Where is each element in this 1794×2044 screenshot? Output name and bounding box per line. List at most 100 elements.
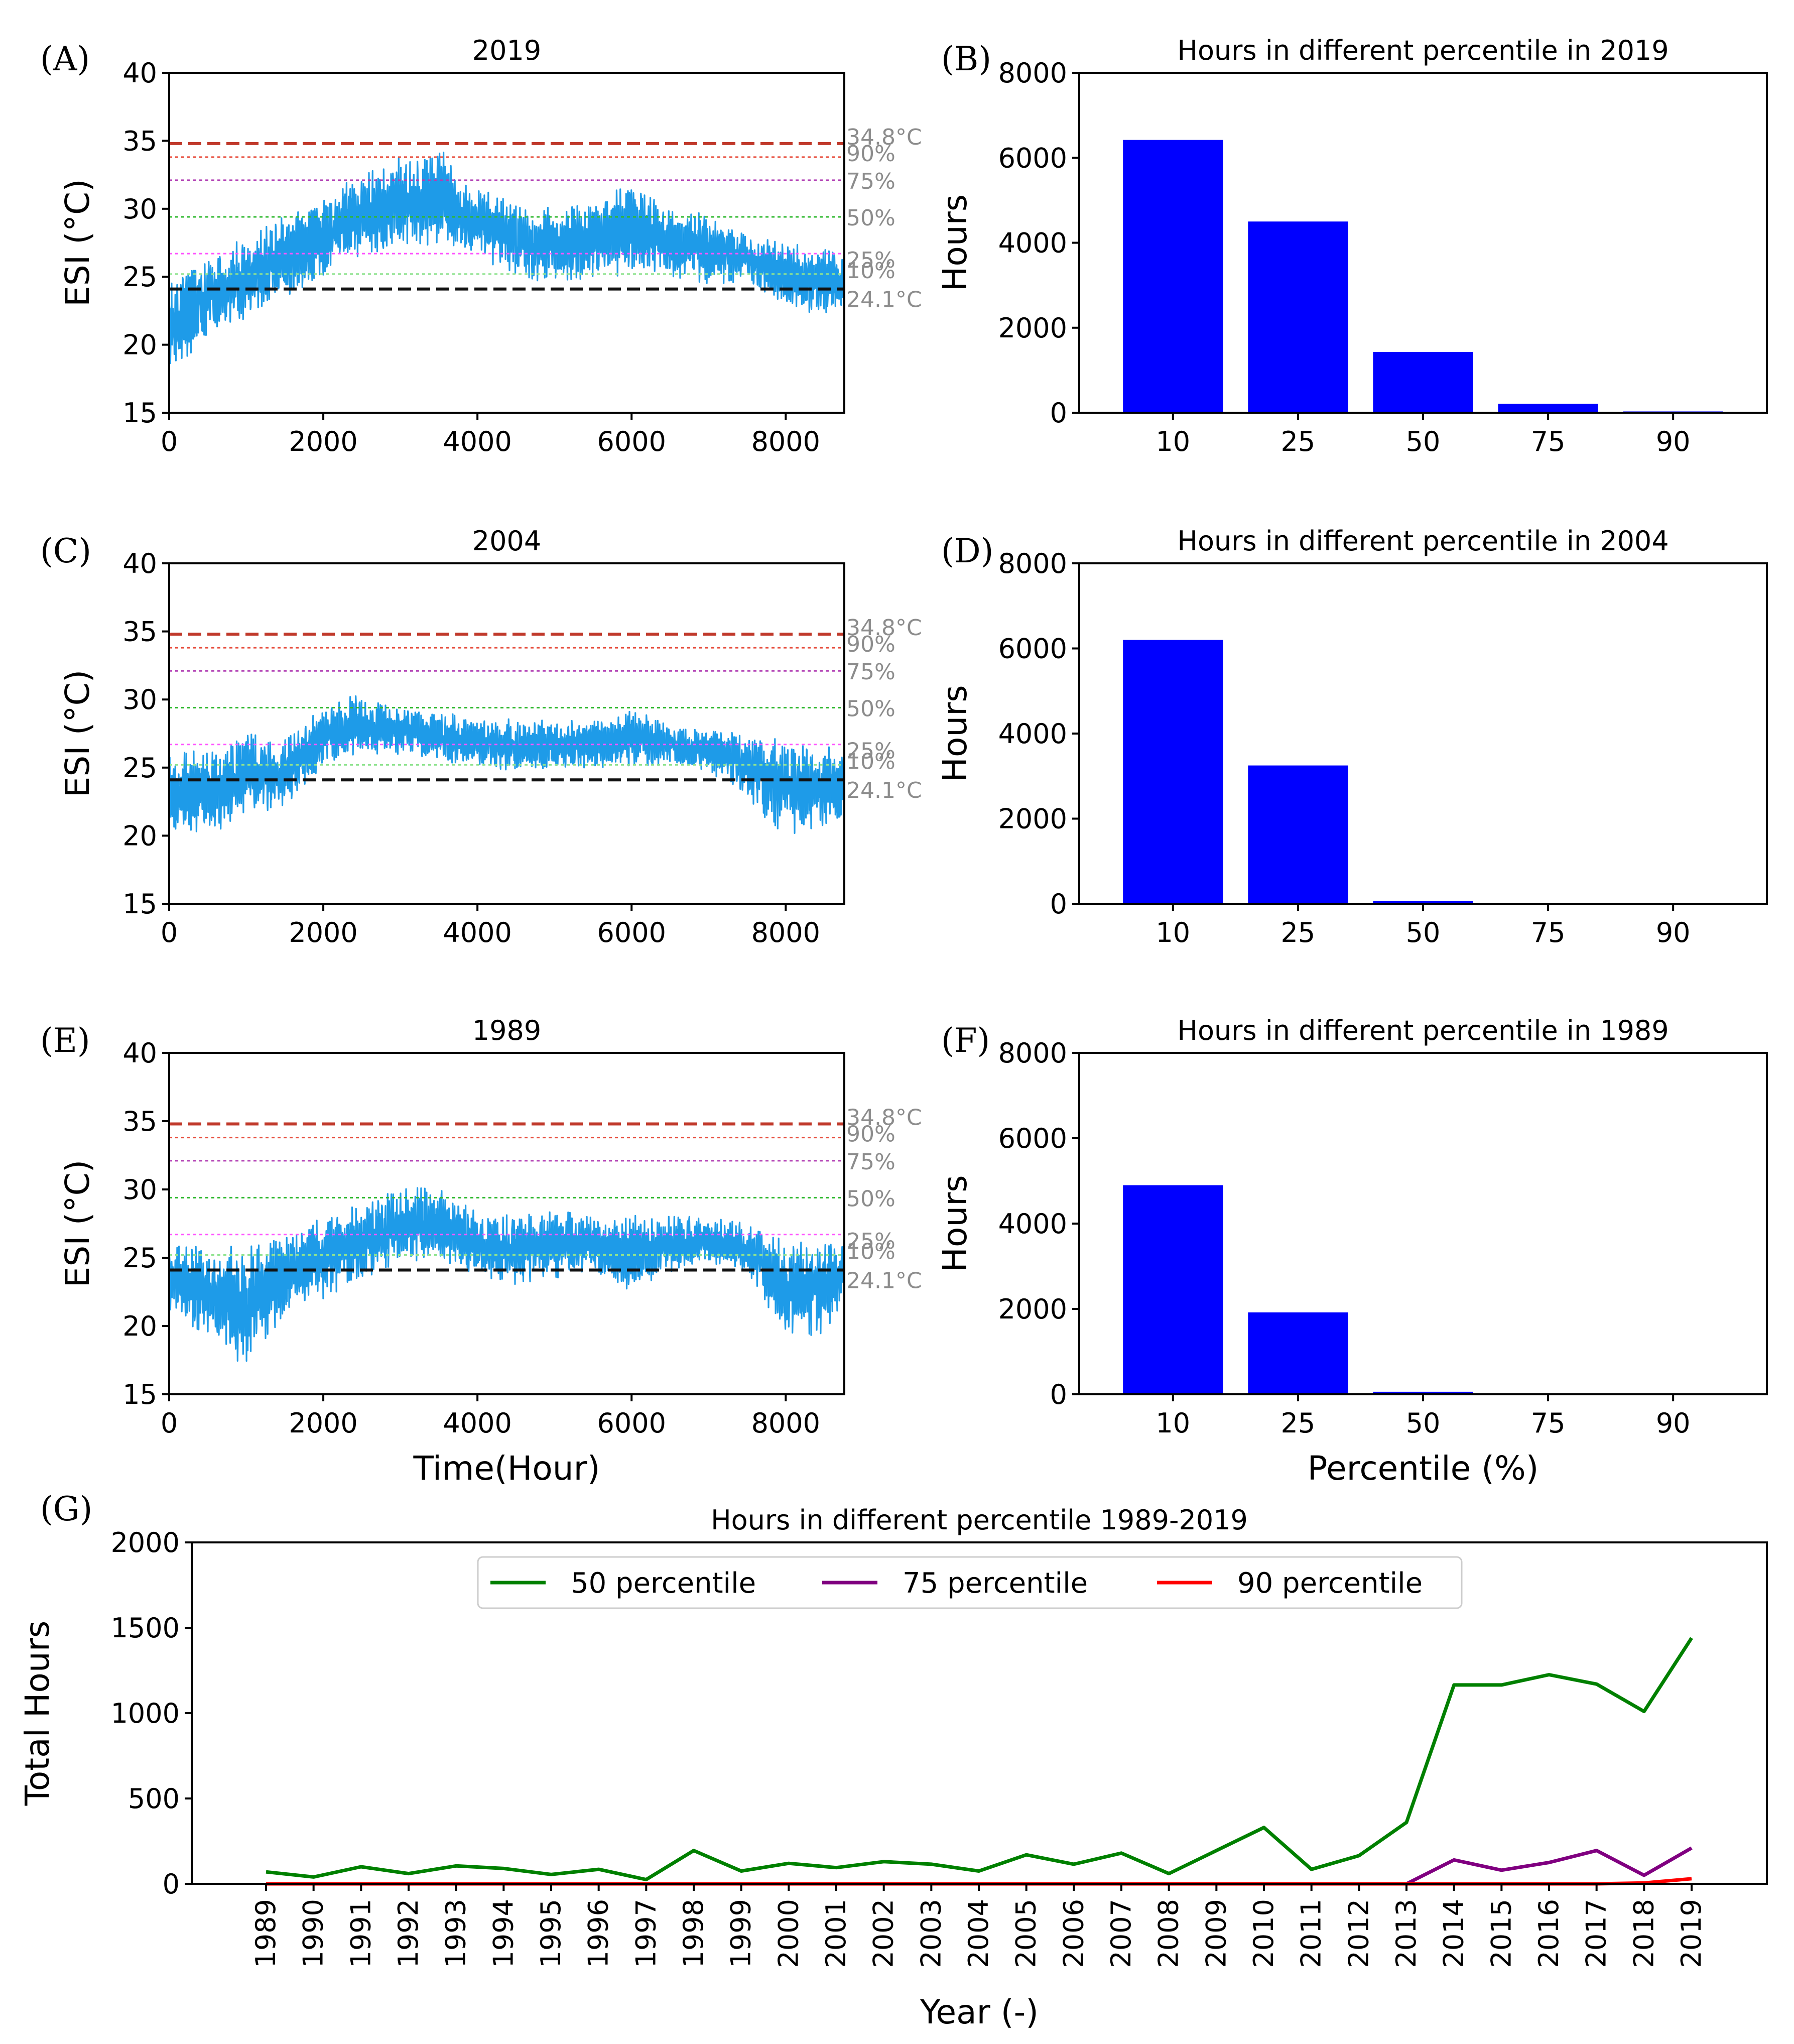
legend-frame: [477, 1556, 1463, 1609]
x-tick-label: 1997: [630, 1899, 662, 1968]
x-tick-label: 2003: [915, 1899, 947, 1968]
x-tick-label: 2002: [868, 1899, 900, 1968]
chart-title: Hours in different percentile in 2004: [1177, 525, 1669, 557]
reference-line-label: 24.1°C: [846, 287, 922, 313]
chart-title: 2019: [472, 35, 541, 66]
chart-title: 1989: [472, 1015, 541, 1046]
bar-25: [1248, 221, 1348, 413]
y-tick-label: 6000: [998, 1123, 1067, 1154]
x-tick-label: 6000: [597, 1407, 666, 1439]
bar-10: [1123, 1185, 1223, 1394]
y-tick-label: 6000: [998, 142, 1067, 174]
bar-10: [1123, 140, 1223, 413]
y-axis-label: Hours: [936, 685, 974, 782]
y-tick-label: 1000: [111, 1698, 180, 1729]
bar-panel: 0 2000 4000 6000 8000 10 25 50 75 90 Hours in diff…: [936, 525, 1768, 948]
y-axis-label: ESI (°C): [58, 670, 97, 798]
x-tick-label: 8000: [751, 426, 820, 457]
x-tick-label: 2005: [1010, 1899, 1042, 1968]
x-tick-label: 75: [1531, 917, 1566, 948]
x-tick-label: 25: [1281, 426, 1316, 457]
x-tick-label: 2000: [289, 917, 357, 948]
x-tick-label: 2000: [289, 426, 357, 457]
y-tick-label: 8000: [998, 57, 1067, 89]
x-tick-label: 2008: [1153, 1899, 1185, 1968]
y-axis-label: ESI (°C): [58, 179, 97, 307]
chart-title: 2004: [472, 525, 541, 557]
x-tick-label: 1999: [725, 1899, 757, 1968]
y-tick-label: 15: [122, 888, 157, 920]
series-line-1: [266, 1637, 1693, 1881]
y-tick-label: 4000: [998, 227, 1067, 259]
y-tick-label: 20: [122, 329, 157, 361]
x-tick-label: 10: [1156, 1407, 1190, 1439]
x-tick-label: 2000: [289, 1407, 357, 1439]
y-axis-label: Hours: [936, 1175, 974, 1272]
timeseries-panel: 34.8°C90%75%50%25%10%24.1°C1520253035400…: [40, 1015, 922, 1488]
x-tick-label: 2010: [1248, 1899, 1279, 1968]
y-tick-label: 30: [122, 684, 157, 715]
reference-line-label: 90%: [846, 141, 895, 167]
x-tick-label: 2004: [963, 1899, 994, 1968]
x-tick-label: 8000: [751, 917, 820, 948]
y-tick-label: 500: [128, 1783, 180, 1815]
reference-line-label: 75%: [846, 659, 895, 685]
y-tick-label: 25: [122, 261, 157, 293]
y-tick-label: 30: [122, 193, 157, 225]
reference-line-label: 90%: [846, 632, 895, 657]
y-tick-label: 4000: [998, 718, 1067, 750]
y-tick-label: 2000: [998, 312, 1067, 344]
timeseries-panel: 34.8°C90%75%50%25%10%24.1°C1520253035400…: [40, 35, 922, 457]
y-tick-label: 35: [122, 1106, 157, 1137]
legend-entry: 50 percentile: [571, 1567, 756, 1600]
x-tick-label: 50: [1406, 1407, 1441, 1439]
y-axis-label: ESI (°C): [58, 1160, 97, 1288]
x-tick-label: 2007: [1105, 1899, 1137, 1968]
x-tick-label: 2006: [1058, 1899, 1089, 1968]
y-tick-label: 25: [122, 1242, 157, 1274]
panel-label: (G): [40, 1490, 92, 1528]
legend-entry: 90 percentile: [1237, 1567, 1423, 1600]
x-tick-label: 2011: [1296, 1899, 1327, 1968]
esi-series-line: [168, 695, 845, 834]
x-tick-label: 2017: [1581, 1899, 1612, 1968]
reference-line-label: 25%: [846, 739, 895, 764]
y-tick-label: 2000: [998, 803, 1067, 835]
x-tick-label: 25: [1281, 917, 1316, 948]
x-tick-label: 25: [1281, 1407, 1316, 1439]
chart-title: Hours in different percentile in 1989: [1177, 1015, 1669, 1046]
x-axis-label: Time(Hour): [413, 1449, 600, 1488]
x-tick-label: 2012: [1343, 1899, 1374, 1968]
bar-10: [1123, 640, 1223, 904]
y-tick-label: 30: [122, 1174, 157, 1206]
bar-panel: 0 2000 4000 6000 8000 10 25 50 75 90 Hours in diff…: [936, 1015, 1768, 1488]
reference-line-label: 25%: [846, 1229, 895, 1254]
x-tick-label: 90: [1656, 426, 1691, 457]
x-tick-label: 1990: [298, 1899, 329, 1968]
x-axis-label: Year (-): [920, 1993, 1039, 2031]
x-tick-label: 10: [1156, 917, 1190, 948]
panel-label: (F): [941, 1021, 990, 1060]
x-tick-label: 2013: [1390, 1899, 1422, 1968]
reference-line-label: 90%: [846, 1122, 895, 1147]
reference-line-label: 10%: [846, 1239, 895, 1265]
y-tick-label: 0: [1050, 1379, 1067, 1410]
x-tick-label: 4000: [443, 426, 511, 457]
x-tick-label: 6000: [597, 917, 666, 948]
bar-panel: 0 2000 4000 6000 8000 10 25 50 75 90 Hours in diff…: [936, 35, 1768, 457]
y-axis-label: Total Hours: [18, 1621, 57, 1806]
x-tick-label: 75: [1531, 1407, 1566, 1439]
y-axis-label: Hours: [936, 194, 974, 291]
x-tick-label: 2019: [1676, 1899, 1707, 1968]
bar-50: [1373, 901, 1473, 904]
panel-label: (A): [40, 40, 90, 78]
y-tick-label: 20: [122, 820, 157, 852]
bar-75: [1498, 404, 1598, 413]
y-tick-label: 2000: [998, 1293, 1067, 1325]
x-tick-label: 90: [1656, 1407, 1691, 1439]
x-tick-label: 2014: [1438, 1899, 1470, 1968]
reference-line-label: 75%: [846, 169, 895, 194]
x-tick-label: 2018: [1628, 1899, 1659, 1968]
y-tick-label: 6000: [998, 633, 1067, 665]
reference-line-label: 10%: [846, 749, 895, 774]
